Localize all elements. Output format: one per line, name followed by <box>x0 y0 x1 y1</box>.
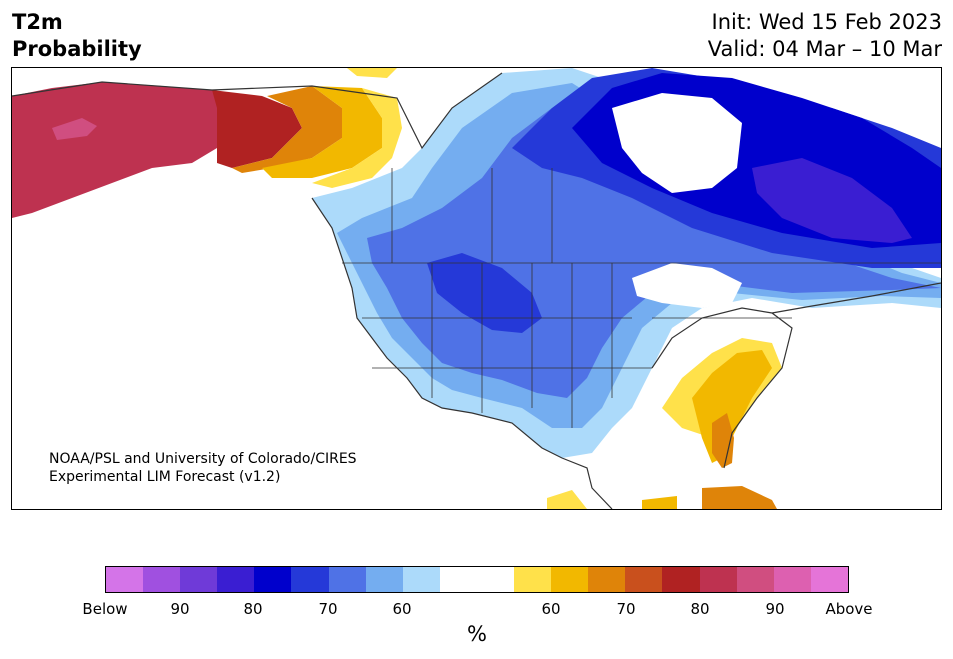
alaska-above-90 <box>52 118 97 140</box>
colorbar-segment <box>551 567 589 592</box>
colorbar-segment <box>402 567 440 592</box>
colorbar-segment <box>699 567 737 592</box>
map-canvas <box>12 68 941 509</box>
bc-above-65 <box>262 86 382 178</box>
alaska-above-85 <box>12 82 222 218</box>
great-lakes <box>632 263 742 308</box>
mexico-above-60 <box>547 490 587 509</box>
chart-title: T2m Probability <box>12 9 142 63</box>
colorbar-segment <box>514 567 552 592</box>
colorbar-segment <box>143 567 181 592</box>
colorbar-segment <box>180 567 218 592</box>
colorbar-segment <box>365 567 403 592</box>
plains-below-70 <box>427 253 542 333</box>
colorbar-segment <box>736 567 774 592</box>
title-line-2: Probability <box>12 37 142 61</box>
yukon-above-70 <box>232 86 342 173</box>
colorbar-tick-label: 80 <box>690 600 710 618</box>
colorbar-tick-label: 80 <box>243 600 263 618</box>
labrador-below-90 <box>752 158 912 243</box>
caribbean-above-65 <box>642 496 677 509</box>
hudson-bay <box>612 93 742 193</box>
caribbean-above-70 <box>702 486 777 509</box>
colorbar-tick-label: 60 <box>541 600 561 618</box>
credit-text: NOAA/PSL and University of Colorado/CIRE… <box>49 450 357 486</box>
yukon-above-80 <box>212 90 302 168</box>
colorbar-segment <box>328 567 366 592</box>
colorbar <box>105 566 849 593</box>
coastline <box>12 72 941 509</box>
colorbar-tick-label: 70 <box>616 600 636 618</box>
colorbar-segment <box>476 567 515 592</box>
credit-line-1: NOAA/PSL and University of Colorado/CIRE… <box>49 451 357 467</box>
colorbar-segment <box>662 567 700 592</box>
colorbar-tick-label: Above <box>825 600 873 618</box>
colorbar-segment <box>773 567 811 592</box>
colorbar-segment <box>625 567 663 592</box>
forecast-dates: Init: Wed 15 Feb 2023 Valid: 04 Mar – 10… <box>708 9 942 63</box>
colorbar-unit-label: % <box>467 622 487 646</box>
arctic-above-60 <box>347 68 397 78</box>
bc-above-60 <box>312 88 402 188</box>
colorbar-tick-label: 90 <box>765 600 785 618</box>
colorbar-segment <box>291 567 329 592</box>
credit-line-2: Experimental LIM Forecast (v1.2) <box>49 469 281 485</box>
colorbar-segment <box>254 567 292 592</box>
title-line-1: T2m <box>12 10 63 34</box>
colorbar-segment <box>810 567 848 592</box>
colorbar-segment <box>439 567 477 592</box>
florida-above-70 <box>712 413 734 468</box>
probability-map <box>11 67 942 510</box>
colorbar-tick-label: 60 <box>392 600 412 618</box>
colorbar-segment <box>106 567 144 592</box>
valid-range: Valid: 04 Mar – 10 Mar <box>707 37 942 61</box>
colorbar-segment <box>588 567 626 592</box>
colorbar-tick-label: Below <box>82 600 128 618</box>
colorbar-tick-label: 70 <box>318 600 338 618</box>
colorbar-tick-label: 90 <box>170 600 190 618</box>
colorbar-segment <box>217 567 255 592</box>
borders <box>342 168 941 428</box>
init-date: Init: Wed 15 Feb 2023 <box>711 10 942 34</box>
